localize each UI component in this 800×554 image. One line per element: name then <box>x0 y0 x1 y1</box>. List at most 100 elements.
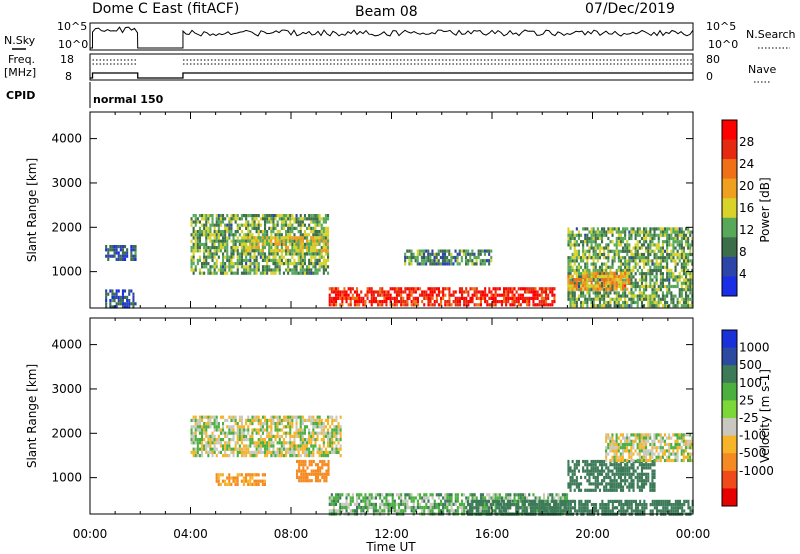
heatmap-cell <box>545 296 548 300</box>
heatmap-cell <box>310 236 313 240</box>
heatmap-cell <box>332 506 335 510</box>
heatmap-cell <box>232 447 235 451</box>
heatmap-cell <box>590 459 593 464</box>
heatmap-cell <box>571 265 574 269</box>
heatmap-cell <box>234 418 237 422</box>
heatmap-cell <box>308 239 311 243</box>
heatmap-cell <box>310 459 313 464</box>
heatmap-cell <box>217 476 220 480</box>
heatmap-cell <box>325 475 328 480</box>
heatmap-cell <box>441 262 444 266</box>
heatmap-cell <box>636 227 639 231</box>
heatmap-cell <box>506 503 509 507</box>
heatmap-cell <box>312 418 315 422</box>
heatmap-cell <box>274 265 277 269</box>
heatmap-cell <box>196 242 199 246</box>
heatmap-cell <box>196 422 199 426</box>
heatmap-cell <box>448 293 451 297</box>
heatmap-cell <box>682 246 685 250</box>
heatmap-cell <box>615 284 618 288</box>
heatmap-cell <box>282 415 285 419</box>
heatmap-cell <box>325 469 328 473</box>
heatmap-cell <box>575 274 578 278</box>
heatmap-cell <box>276 422 279 426</box>
heatmap-cell <box>611 230 614 234</box>
heatmap-cell <box>228 447 231 451</box>
heatmap-cell <box>594 230 597 234</box>
heatmap-cell <box>450 293 453 297</box>
heatmap-cell <box>310 479 313 483</box>
heatmap-cell <box>291 447 294 451</box>
heatmap-cell <box>238 226 241 230</box>
heatmap-cell <box>638 230 641 234</box>
heatmap-cell <box>408 262 411 266</box>
heatmap-cell <box>345 499 348 503</box>
heatmap-cell <box>601 294 604 298</box>
heatmap-cell <box>310 431 313 435</box>
heatmap-cell <box>295 217 298 221</box>
heatmap-cell <box>630 297 633 301</box>
heatmap-cell <box>301 428 304 432</box>
heatmap-cell <box>299 444 302 448</box>
heatmap-cell <box>460 249 463 253</box>
heatmap-cell <box>266 217 269 221</box>
heatmap-cell <box>117 295 120 299</box>
heatmap-cell <box>255 242 258 246</box>
heatmap-cell <box>278 217 281 221</box>
heatmap-cell <box>320 230 323 234</box>
heatmap-cell <box>622 240 625 244</box>
heatmap-cell <box>423 249 426 253</box>
heatmap-cell <box>130 257 133 261</box>
heatmap-cell <box>557 496 560 500</box>
heatmap-cell <box>308 434 311 438</box>
heatmap-cell <box>387 509 390 513</box>
heatmap-cell <box>337 438 340 442</box>
heatmap-cell <box>488 252 491 256</box>
heatmap-cell <box>679 506 682 510</box>
heatmap-cell <box>327 428 330 432</box>
heatmap-cell <box>538 496 541 500</box>
heatmap-cell <box>372 502 375 506</box>
heatmap-cell <box>643 243 646 247</box>
heatmap-cell <box>295 268 298 272</box>
heatmap-cell <box>291 255 294 259</box>
heatmap-cell <box>360 493 363 497</box>
heatmap-cell <box>209 434 212 438</box>
heatmap-cell <box>603 284 606 288</box>
heatmap-cell <box>274 226 277 230</box>
heatmap-cell <box>420 259 423 263</box>
heatmap-cell <box>571 287 574 291</box>
heatmap-cell <box>630 300 633 305</box>
heatmap-cell <box>569 243 572 247</box>
heatmap-cell <box>429 287 432 291</box>
heatmap-cell <box>213 434 216 438</box>
heatmap-cell <box>215 473 218 477</box>
heatmap-cell <box>653 503 656 507</box>
heatmap-cell <box>301 271 304 275</box>
heatmap-cell <box>215 438 218 442</box>
heatmap-cell <box>238 262 241 266</box>
heatmap-cell <box>578 506 581 510</box>
heatmap-cell <box>685 236 688 241</box>
heatmap-cell <box>240 252 243 256</box>
heatmap-cell <box>259 428 262 432</box>
heatmap-cell <box>483 249 486 253</box>
heatmap-cell <box>628 499 631 503</box>
heatmap-cell <box>661 272 664 276</box>
heatmap-cell <box>573 249 576 253</box>
heatmap-cell <box>209 233 212 237</box>
heatmap-cell <box>640 304 643 308</box>
heatmap-cell <box>393 506 396 510</box>
heatmap-cell <box>270 233 273 237</box>
heatmap-cell <box>548 503 551 507</box>
heatmap-cell <box>622 300 625 305</box>
heatmap-cell <box>553 509 556 513</box>
heatmap-cell <box>577 485 580 489</box>
heatmap-cell <box>529 506 532 510</box>
heatmap-cell <box>546 499 549 503</box>
heatmap-cell <box>247 233 250 237</box>
heatmap-cell <box>494 296 497 300</box>
heatmap-cell <box>441 252 444 256</box>
heatmap-cell <box>588 275 591 279</box>
heatmap-cell <box>626 278 629 282</box>
